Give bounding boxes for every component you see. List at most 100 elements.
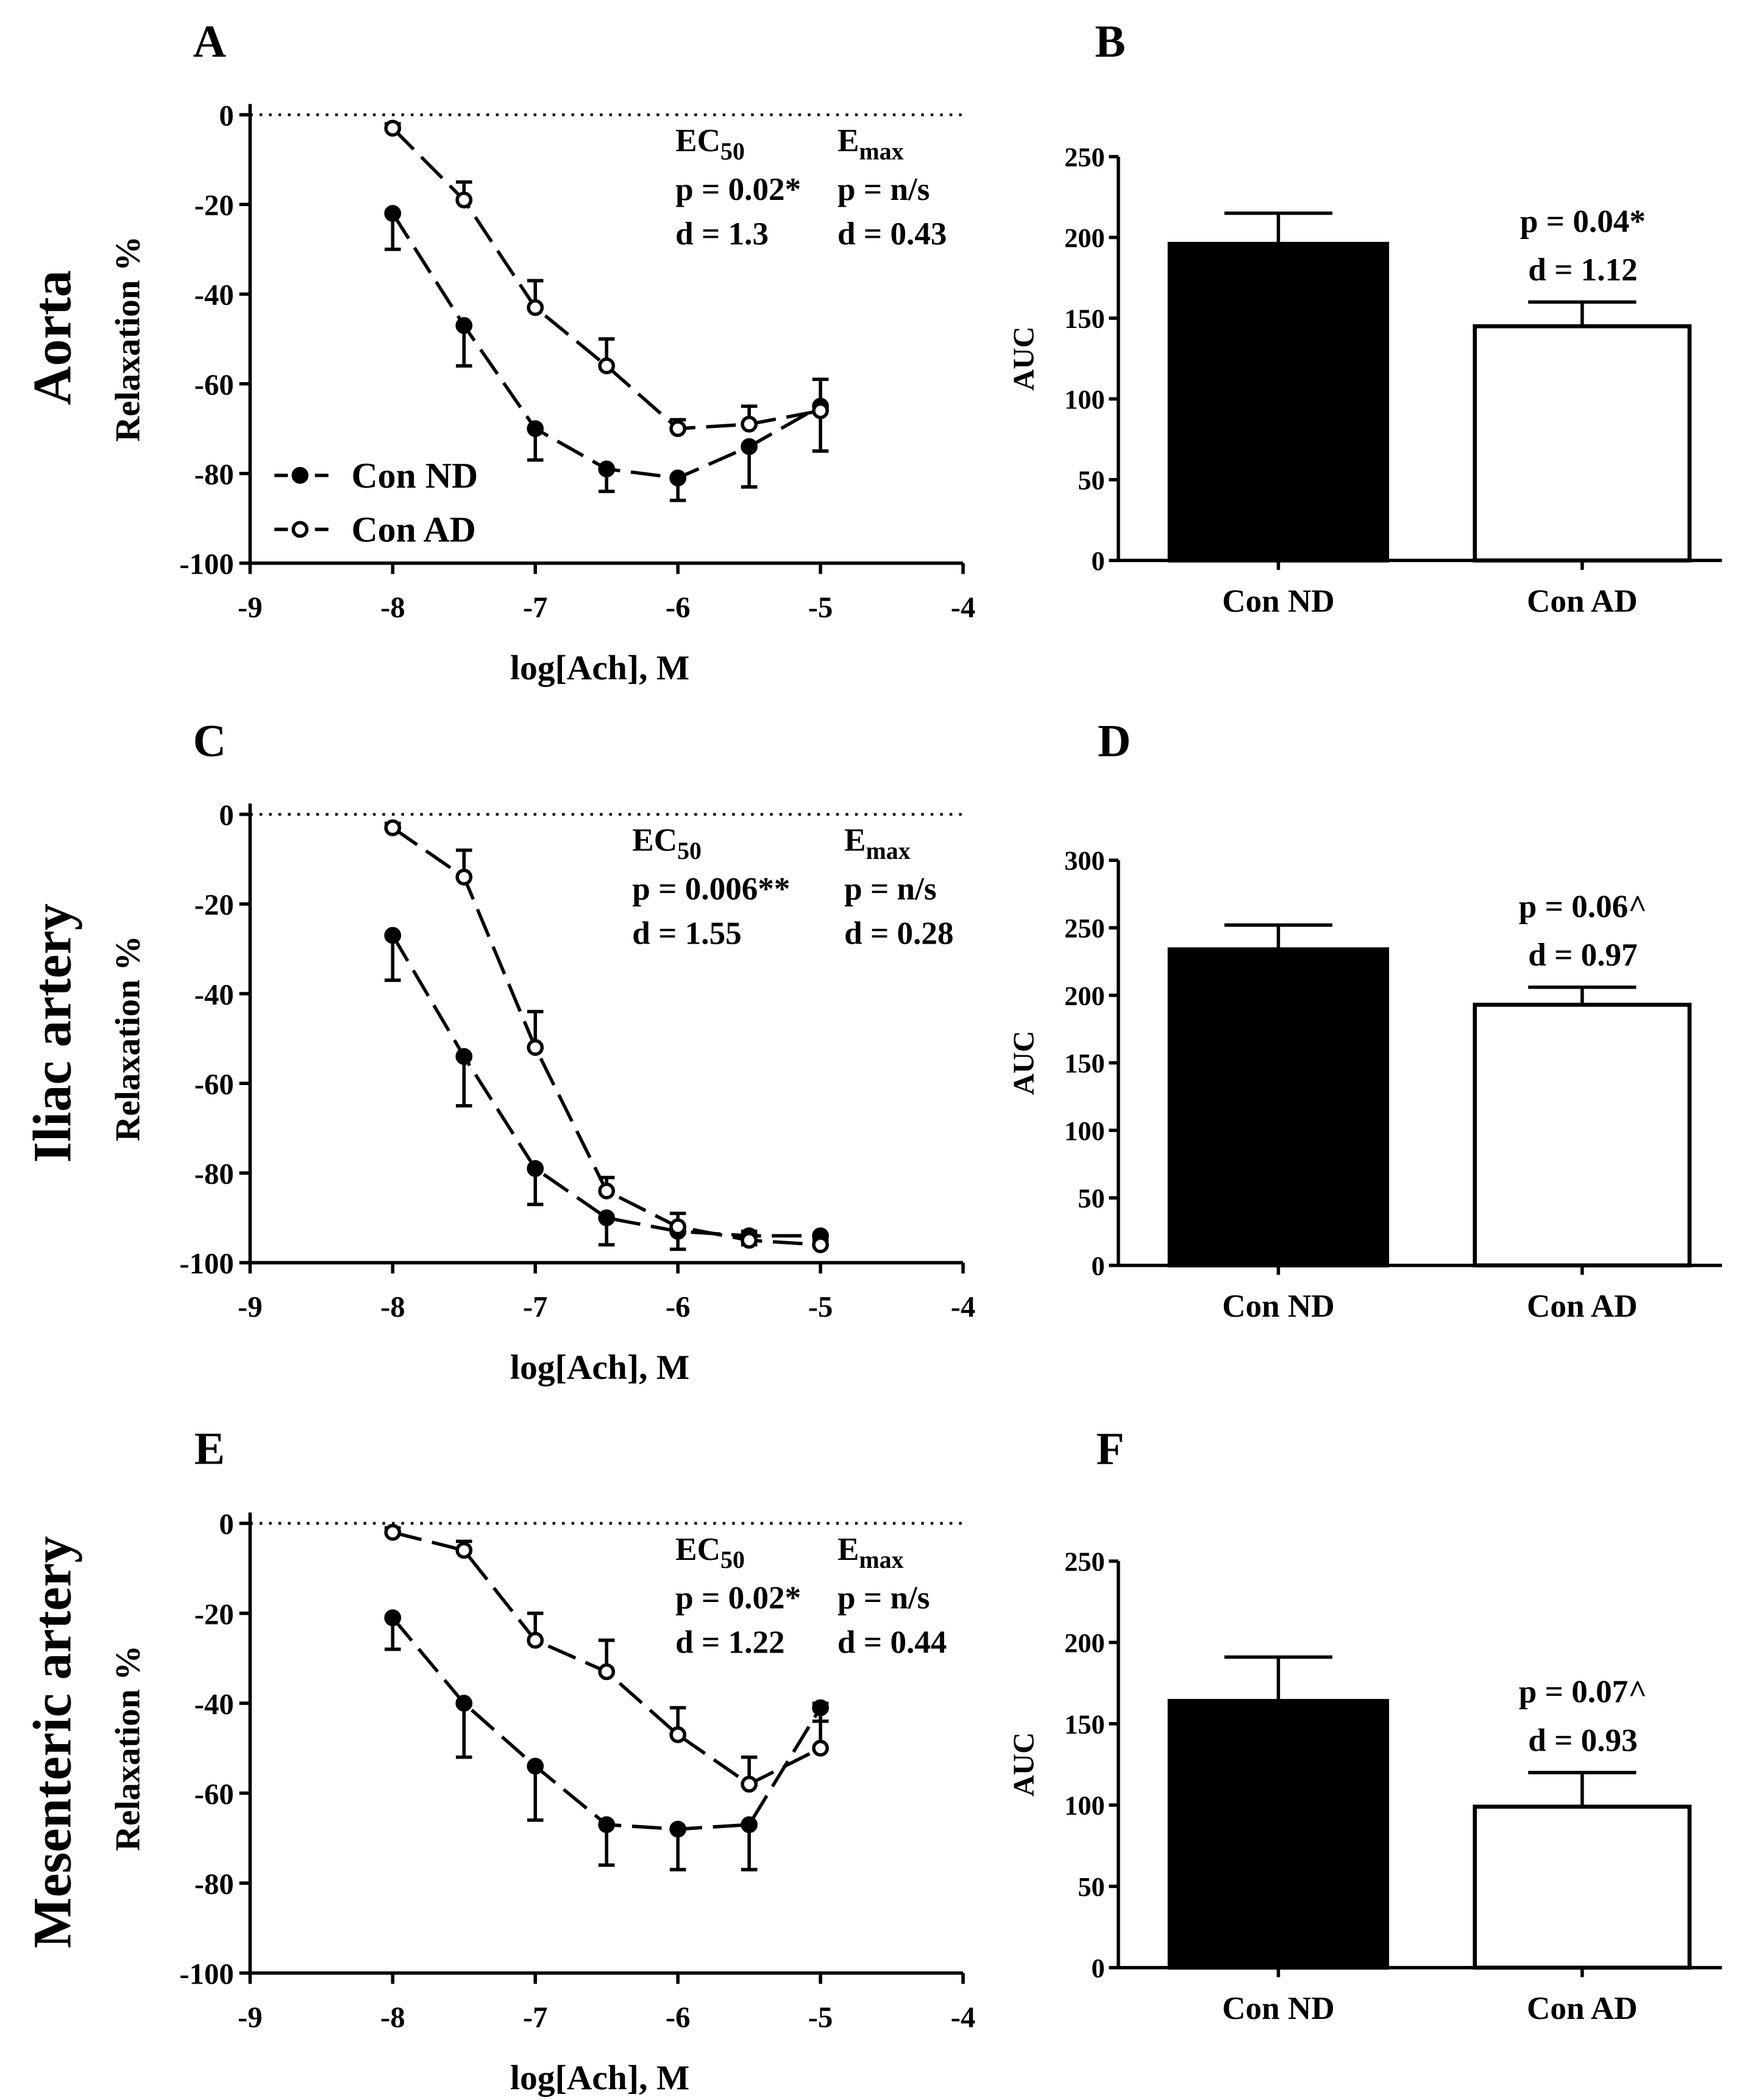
data-point bbox=[527, 1160, 544, 1177]
y-tick-label: -80 bbox=[194, 458, 234, 491]
emax-subscript: max bbox=[859, 137, 904, 165]
y-tick-label: 200 bbox=[1064, 1628, 1104, 1658]
y-tick-label: -80 bbox=[194, 1868, 234, 1901]
panel-B: B AUC 0 50 100 150 200 250 Con ND Con AD p = 0.04*… bbox=[1007, 16, 1722, 619]
emax-header: Emax bbox=[837, 1531, 904, 1573]
y-tick-label: 0 bbox=[1092, 1251, 1105, 1281]
y-tick-label: 250 bbox=[1064, 914, 1104, 944]
x-tick-label: -9 bbox=[238, 1290, 263, 1323]
p-value-annotation: p = 0.06^ bbox=[1519, 888, 1647, 924]
ec50-effect-size: d = 1.55 bbox=[632, 916, 741, 952]
ec50-subscript: 50 bbox=[677, 837, 702, 864]
y-tick-label: 100 bbox=[1064, 385, 1104, 415]
emax-header: Emax bbox=[837, 123, 904, 165]
data-point bbox=[455, 317, 473, 334]
data-point bbox=[384, 119, 402, 137]
y-tick-label: -60 bbox=[194, 1068, 234, 1101]
bar-con-ad bbox=[1473, 1804, 1692, 1970]
effect-size-annotation: d = 0.93 bbox=[1528, 1722, 1637, 1758]
x-tick-label: -7 bbox=[523, 2001, 548, 2034]
y-tick-label: 150 bbox=[1064, 304, 1104, 333]
data-point bbox=[598, 1663, 616, 1681]
y-tick-label: -20 bbox=[194, 1598, 234, 1631]
x-tick-label: -4 bbox=[951, 1290, 976, 1323]
y-tick-label: -80 bbox=[194, 1158, 234, 1191]
x-tick-label: Con ND bbox=[1222, 583, 1335, 619]
legend-label: Con ND bbox=[351, 455, 478, 496]
x-axis-label: log[Ach], M bbox=[510, 649, 689, 687]
x-tick-label: -5 bbox=[808, 591, 833, 624]
data-point bbox=[669, 469, 687, 486]
emax-effect-size: d = 0.43 bbox=[837, 216, 947, 252]
x-tick-label: Con AD bbox=[1527, 1288, 1638, 1324]
data-point bbox=[384, 1609, 402, 1626]
data-point bbox=[455, 869, 473, 886]
data-point bbox=[598, 460, 616, 478]
data-point bbox=[812, 402, 829, 419]
y-tick-label: 50 bbox=[1078, 465, 1104, 495]
data-point bbox=[598, 1816, 616, 1834]
ec50-subscript: 50 bbox=[720, 1546, 745, 1573]
y-axis-label: AUC bbox=[1007, 1732, 1040, 1797]
data-point bbox=[741, 1816, 758, 1834]
emax-subscript: max bbox=[859, 1546, 904, 1573]
panel-label: D bbox=[1098, 716, 1131, 767]
ec50-p-value: p = 0.006** bbox=[632, 870, 790, 906]
y-tick-label: 200 bbox=[1064, 981, 1104, 1011]
data-point bbox=[812, 1740, 829, 1757]
effect-size-annotation: d = 1.12 bbox=[1528, 252, 1637, 288]
x-tick-label: -8 bbox=[380, 2001, 405, 2034]
data-point bbox=[384, 819, 402, 836]
y-tick-label: 150 bbox=[1064, 1048, 1104, 1078]
data-point bbox=[669, 1726, 687, 1743]
x-tick-label: -9 bbox=[238, 2001, 263, 2034]
x-tick-label: -4 bbox=[951, 591, 976, 624]
p-value-annotation: p = 0.07^ bbox=[1519, 1674, 1647, 1710]
y-tick-label: 0 bbox=[219, 799, 233, 832]
data-point bbox=[669, 1218, 687, 1236]
y-tick-label: -60 bbox=[194, 368, 234, 401]
data-point bbox=[455, 191, 473, 208]
y-tick-label: -40 bbox=[194, 279, 234, 311]
x-tick-label: -7 bbox=[523, 591, 548, 624]
y-axis-label: AUC bbox=[1007, 326, 1040, 391]
data-point bbox=[527, 1039, 544, 1056]
ec50-effect-size: d = 1.3 bbox=[675, 216, 769, 252]
ec50-label: EC bbox=[675, 123, 720, 158]
emax-effect-size: d = 0.44 bbox=[837, 1625, 947, 1660]
data-point bbox=[455, 1542, 473, 1559]
legend-marker bbox=[291, 466, 309, 484]
emax-label: E bbox=[837, 123, 859, 158]
ec50-header: EC50 bbox=[675, 123, 745, 165]
data-point bbox=[455, 1695, 473, 1712]
x-tick-label: -6 bbox=[666, 2001, 691, 2034]
y-tick-label: -40 bbox=[194, 1688, 234, 1721]
data-point bbox=[669, 420, 687, 438]
x-axis-label: log[Ach], M bbox=[510, 2059, 689, 2097]
ec50-p-value: p = 0.02* bbox=[675, 171, 801, 207]
y-tick-label: -100 bbox=[179, 548, 233, 581]
x-tick-label: -6 bbox=[666, 591, 691, 624]
effect-size-annotation: d = 0.97 bbox=[1528, 937, 1637, 973]
y-tick-label: 200 bbox=[1064, 223, 1104, 253]
legend-label: Con AD bbox=[351, 509, 475, 549]
data-point bbox=[527, 299, 544, 316]
bar-con-ad bbox=[1473, 324, 1692, 563]
y-tick-label: -40 bbox=[194, 978, 234, 1011]
y-tick-label: -20 bbox=[194, 189, 234, 222]
y-axis-label: Relaxation % bbox=[109, 1645, 148, 1851]
data-point bbox=[384, 205, 402, 222]
y-tick-label: 0 bbox=[219, 1508, 233, 1541]
bar-con-nd bbox=[1167, 947, 1390, 1268]
x-tick-label: -9 bbox=[238, 591, 263, 624]
emax-effect-size: d = 0.28 bbox=[844, 916, 953, 952]
x-tick-label: -5 bbox=[808, 2001, 833, 2034]
y-tick-label: -100 bbox=[179, 1247, 233, 1280]
p-value-annotation: p = 0.04* bbox=[1520, 203, 1646, 239]
x-tick-label: Con AD bbox=[1527, 1990, 1638, 2026]
emax-header: Emax bbox=[844, 822, 911, 864]
emax-p-value: p = n/s bbox=[837, 1580, 930, 1616]
ec50-header: EC50 bbox=[675, 1531, 745, 1573]
x-tick-label: Con ND bbox=[1222, 1288, 1335, 1324]
